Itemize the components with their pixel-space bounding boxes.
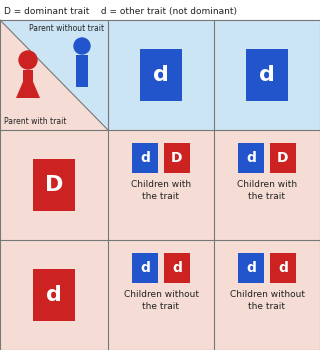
Text: d: d [278,261,288,275]
Bar [132,253,158,283]
Text: d: d [246,151,256,165]
Bar [238,253,264,283]
Text: Children with
the trait: Children with the trait [237,180,297,201]
Text: D: D [171,151,183,165]
Bar [270,253,296,283]
Bar [76,55,88,87]
Text: d: d [172,261,182,275]
Text: d: d [140,151,150,165]
Polygon shape [16,70,40,98]
Bar [164,253,190,283]
Bar [214,130,320,240]
Bar [0,240,108,350]
Text: D: D [45,175,63,195]
Bar [23,70,33,90]
Circle shape [19,51,37,69]
Text: D = dominant trait    d = other trait (not dominant): D = dominant trait d = other trait (not … [4,7,237,16]
Circle shape [74,38,90,54]
Bar [108,240,214,350]
Text: Children without
the trait: Children without the trait [229,290,305,311]
Bar [270,143,296,173]
Bar [164,143,190,173]
Bar [108,130,214,240]
Text: d: d [153,65,169,85]
Polygon shape [0,20,108,130]
Bar [214,240,320,350]
Text: Children with
the trait: Children with the trait [131,180,191,201]
Text: d: d [46,285,62,305]
Text: d: d [246,261,256,275]
Bar [238,143,264,173]
Bar [33,269,75,321]
Bar [214,20,320,130]
Polygon shape [0,20,108,130]
Text: Children without
the trait: Children without the trait [124,290,198,311]
Text: d: d [259,65,275,85]
Bar [0,130,108,240]
Text: Parent without trait: Parent without trait [29,24,104,33]
Bar [33,159,75,211]
Bar [246,49,288,101]
Text: d: d [140,261,150,275]
Bar [132,143,158,173]
Text: D: D [277,151,289,165]
Text: Parent with trait: Parent with trait [4,117,67,126]
Bar [140,49,182,101]
Bar [108,20,214,130]
